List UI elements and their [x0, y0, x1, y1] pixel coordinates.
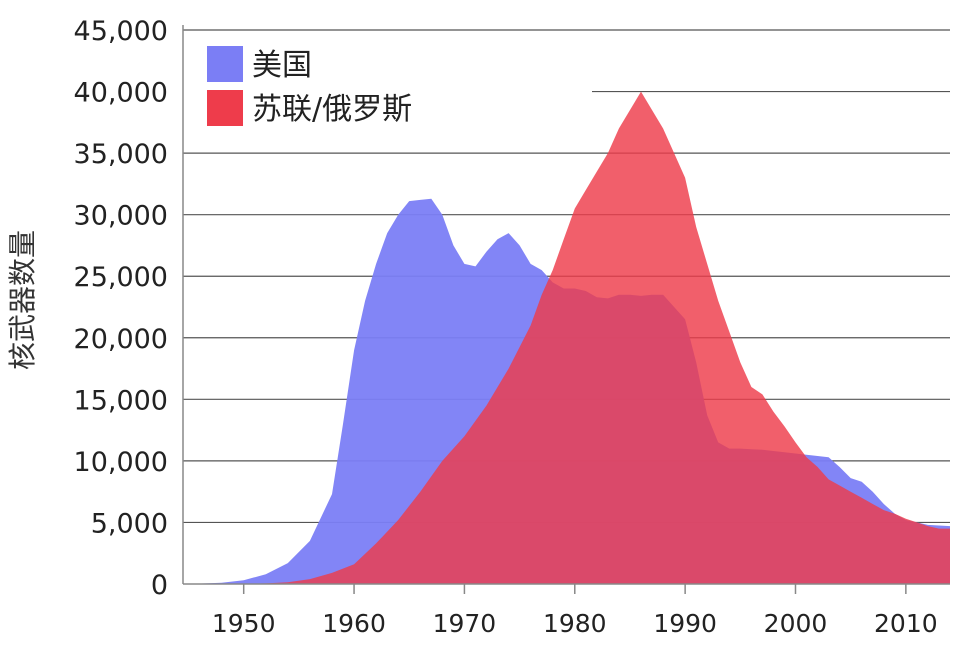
series-areas — [188, 91, 950, 584]
x-tick-label-0: 1950 — [212, 609, 276, 638]
y-tick-label-8: 40,000 — [74, 78, 168, 109]
series-area-1 — [188, 91, 950, 584]
legend-label-series-1: 苏联/俄罗斯 — [252, 92, 412, 127]
x-tick-label-1: 1960 — [322, 609, 386, 638]
x-tick-label-2: 1970 — [433, 609, 497, 638]
y-tick-label-0: 0 — [151, 570, 168, 601]
y-tick-label-6: 30,000 — [74, 201, 168, 232]
x-tick-label-6: 2010 — [874, 609, 938, 638]
y-tick-label-7: 35,000 — [74, 139, 168, 170]
x-tick-label-3: 1980 — [543, 609, 607, 638]
x-tick-label-4: 1990 — [653, 609, 717, 638]
y-tick-label-4: 20,000 — [74, 324, 168, 355]
y-tick-label-9: 45,000 — [74, 16, 168, 47]
y-tick-labels: 0 5,000 10,000 15,000 20,000 25,000 30,000 35,0… — [74, 16, 168, 601]
legend-label-series-0: 美国 — [252, 48, 312, 83]
y-tick-label-3: 15,000 — [74, 385, 168, 416]
y-tick-label-5: 25,000 — [74, 262, 168, 293]
legend-swatch-series-0 — [207, 46, 243, 82]
y-tick-label-2: 10,000 — [74, 447, 168, 478]
x-tick-labels: 1950 1960 1970 1980 1990 2000 2010 — [212, 609, 938, 638]
legend-swatch-series-1 — [207, 90, 243, 126]
axes — [182, 25, 950, 594]
y-axis-label: 核武器数量 — [6, 230, 39, 370]
x-tick-label-5: 2000 — [764, 609, 828, 638]
y-tick-label-1: 5,000 — [91, 508, 168, 539]
legend: 美国 苏联/俄罗斯 — [207, 46, 412, 127]
